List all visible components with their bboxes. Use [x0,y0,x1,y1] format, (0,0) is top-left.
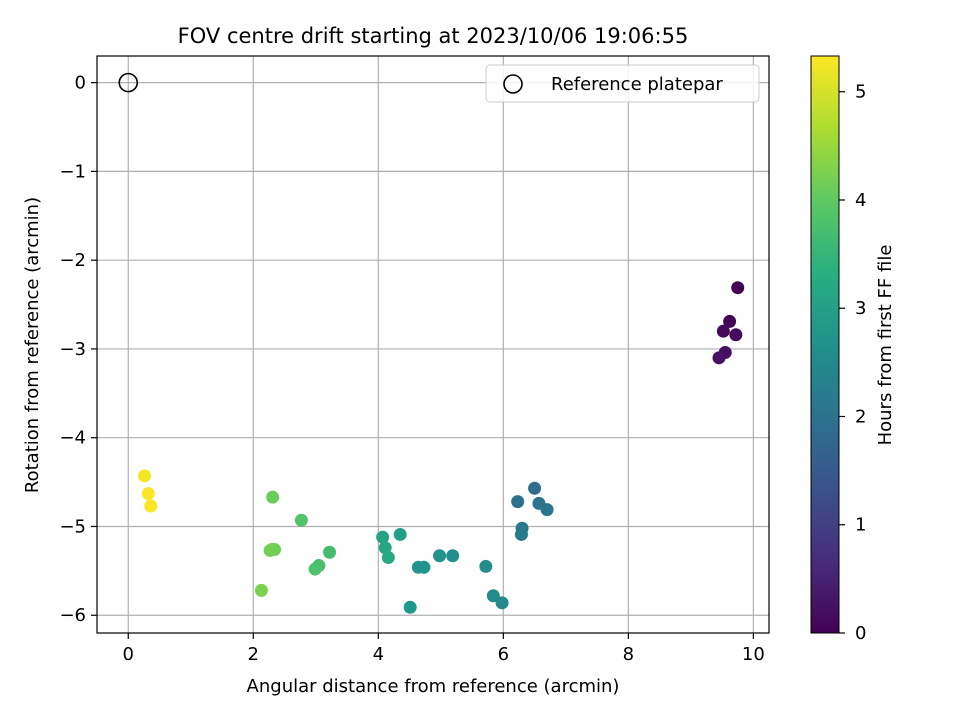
data-point [138,469,152,483]
data-point [446,549,460,563]
data-point [479,559,493,573]
colorbar-tick-label: 1 [855,515,866,536]
colorbar: 0 1 2 3 4 5 Hours from first FF file [810,55,896,644]
x-tick-label: 0 [123,644,134,665]
data-point [433,549,447,563]
data-point [528,481,542,495]
data-point [511,495,525,509]
data-point [495,596,509,610]
chart-title: FOV centre drift starting at 2023/10/06 … [178,24,689,48]
legend-label: Reference platepar [551,74,723,95]
y-tick-label: −3 [59,339,86,360]
data-point [141,487,155,501]
data-point [712,351,726,365]
grid-lines [97,56,769,633]
data-point [729,328,743,342]
data-point [294,513,308,527]
colorbar-label: Hours from first FF file [875,245,896,446]
y-tick-label: 0 [75,73,86,94]
colorbar-tick-label: 4 [855,190,866,211]
reference-point-marker [118,72,139,93]
data-point [403,600,417,614]
x-axis-ticks: 0 2 4 6 8 10 [123,633,765,665]
colorbar-gradient [810,55,840,634]
data-points [138,281,745,614]
x-tick-label: 2 [248,644,259,665]
legend-marker-icon [503,74,523,94]
x-tick-label: 6 [498,644,509,665]
data-point [144,499,158,513]
colorbar-tick-label: 5 [855,82,866,103]
data-point [540,503,554,517]
y-tick-label: −1 [59,161,86,182]
x-axis-label: Angular distance from reference (arcmin) [247,676,620,697]
y-axis-ticks: 0 −1 −2 −3 −4 −5 −6 [59,73,97,626]
legend-box [485,64,760,103]
data-point [417,560,431,574]
colorbar-tick-label: 0 [855,623,866,644]
data-point [716,324,730,338]
x-tick-label: 10 [742,644,765,665]
colorbar-tick-label: 3 [855,298,866,319]
data-point [731,281,745,295]
data-point [266,490,280,504]
data-point [486,589,500,603]
y-tick-label: −2 [59,250,86,271]
y-tick-label: −5 [59,516,86,537]
y-tick-label: −6 [59,605,86,626]
colorbar-ticks: 0 1 2 3 4 5 [839,82,866,644]
data-point [378,541,392,555]
plot-frame [96,55,770,634]
colorbar-tick-label: 2 [855,406,866,427]
y-tick-label: −4 [59,428,86,449]
data-point [514,527,528,541]
data-point [376,530,390,544]
data-point [263,543,277,557]
data-point [254,583,268,597]
data-point [323,545,337,559]
x-tick-label: 8 [623,644,634,665]
x-tick-label: 4 [373,644,384,665]
data-point [393,527,407,541]
data-point [308,562,322,576]
data-point [381,551,395,565]
y-axis-label: Rotation from reference (arcmin) [22,197,43,493]
data-point [723,314,737,328]
legend: Reference platepar [485,64,760,103]
